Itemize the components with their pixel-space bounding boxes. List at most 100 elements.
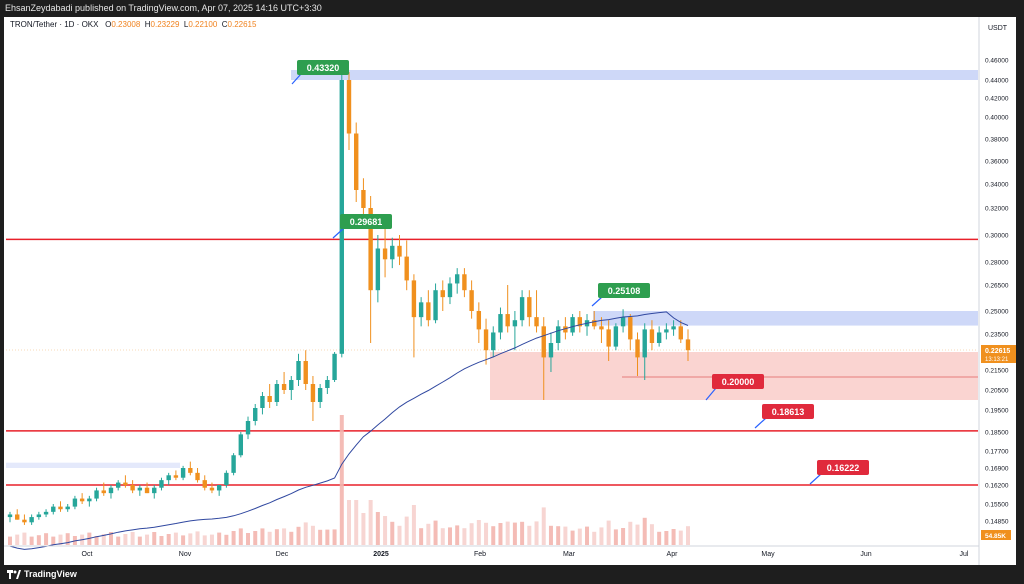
- candle-body: [678, 326, 683, 340]
- volume-bar: [173, 532, 178, 545]
- annotation-arrow: [291, 73, 302, 85]
- volume-bar: [541, 507, 546, 545]
- candle-body: [115, 482, 121, 488]
- current-price-badge: [981, 345, 1016, 363]
- annotation-label: 0.29681: [350, 217, 383, 227]
- volume-bar: [267, 531, 272, 545]
- volume-bar: [224, 534, 229, 545]
- annotation-arrow: [591, 296, 603, 307]
- current-price-value: 0.22615: [985, 348, 1010, 355]
- price-tick-label: 0.36000: [985, 159, 1009, 166]
- price-tick-label: 0.26500: [985, 283, 1009, 290]
- volume-bar: [455, 525, 460, 545]
- price-tick-label: 0.25000: [985, 309, 1009, 316]
- volume-bar: [476, 520, 481, 545]
- volume-bar: [8, 536, 12, 545]
- candle-body: [570, 317, 575, 333]
- annotation-label: 0.16222: [827, 463, 860, 473]
- annotation-box: [762, 404, 814, 419]
- volume-bar: [621, 528, 626, 545]
- candle-body: [72, 498, 78, 507]
- candle-body: [555, 326, 561, 343]
- candle-body: [563, 326, 568, 333]
- volume-value: 54.85K: [985, 533, 1006, 540]
- candle-body: [534, 317, 539, 327]
- candle-body: [180, 468, 186, 478]
- volume-bar: [462, 528, 467, 545]
- zone-3: [6, 462, 180, 468]
- candle-body: [216, 485, 222, 491]
- price-tick-label: 0.40000: [985, 115, 1009, 122]
- volume-bar: [419, 528, 424, 545]
- volume-bar: [238, 528, 243, 545]
- volume-bar: [58, 534, 63, 545]
- candle-body: [606, 329, 611, 347]
- candle-body: [512, 320, 518, 327]
- candle-body: [498, 314, 503, 333]
- volume-bar: [260, 528, 265, 545]
- volume-bar: [606, 520, 611, 545]
- volume-bar: [686, 526, 690, 545]
- volume-bar: [411, 505, 416, 545]
- price-tick-label: 0.28000: [985, 260, 1009, 267]
- annotation-box: [340, 214, 392, 229]
- volume-bar: [534, 521, 539, 545]
- volume-bar: [152, 532, 157, 545]
- volume-bar: [44, 533, 49, 545]
- candle-body: [635, 339, 640, 358]
- brand-name[interactable]: TradingView: [24, 569, 77, 579]
- time-tick-label: Nov: [179, 551, 192, 558]
- candle-body: [224, 472, 229, 485]
- candle-body: [144, 487, 150, 494]
- close-value: 0.22615: [227, 20, 257, 29]
- volume-bar: [94, 536, 99, 545]
- candle-body: [274, 384, 280, 402]
- price-tick-label: 0.38000: [985, 137, 1009, 144]
- price-tick-label: 0.42000: [985, 96, 1009, 103]
- volume-bar: [101, 534, 106, 545]
- price-tick-label: 0.21500: [985, 368, 1009, 375]
- time-tick-label: Apr: [667, 551, 679, 558]
- candle-body: [440, 290, 445, 298]
- candle-body: [541, 326, 546, 358]
- candle-body: [267, 396, 272, 402]
- high-label: H: [144, 20, 151, 29]
- volume-bar: [325, 529, 330, 545]
- volume-bar: [671, 529, 676, 545]
- price-tick-label: 0.32000: [985, 206, 1009, 213]
- volume-bar: [433, 520, 438, 545]
- annotation-box: [712, 374, 764, 389]
- annotation-arrow: [332, 227, 345, 239]
- time-tick-label: 2025: [373, 551, 389, 558]
- candle-body: [447, 283, 453, 298]
- volume-bar: [145, 534, 150, 545]
- publish-header: EhsanZeydabadi published on TradingView.…: [0, 0, 1024, 17]
- price-tick-label: 0.44000: [985, 78, 1009, 85]
- volume-bar: [246, 533, 251, 545]
- volume-bar: [166, 534, 171, 545]
- candle-body: [159, 480, 164, 488]
- candle-body: [123, 482, 128, 485]
- zone-0: [291, 70, 978, 80]
- close-label: C: [221, 20, 228, 29]
- candle-body: [620, 317, 626, 327]
- volume-bar: [383, 516, 388, 545]
- candle-body: [310, 384, 316, 402]
- volume-bar: [195, 531, 200, 545]
- price-tick-label: 0.15500: [985, 502, 1009, 509]
- open-value: 0.23008: [111, 20, 141, 29]
- price-tick-label: 0.17700: [985, 449, 1009, 456]
- time-tick-label: Oct: [82, 551, 93, 558]
- candle-body: [519, 297, 525, 321]
- volume-bar: [447, 527, 452, 545]
- price-tick-label: 0.23500: [985, 332, 1009, 339]
- candle-body: [245, 421, 251, 435]
- candle-body: [375, 248, 381, 291]
- tradingview-logo-icon[interactable]: [7, 570, 21, 579]
- volume-badge: [981, 530, 1011, 540]
- volume-bar: [123, 534, 128, 545]
- volume-bar: [253, 531, 258, 545]
- volume-bar: [332, 529, 337, 545]
